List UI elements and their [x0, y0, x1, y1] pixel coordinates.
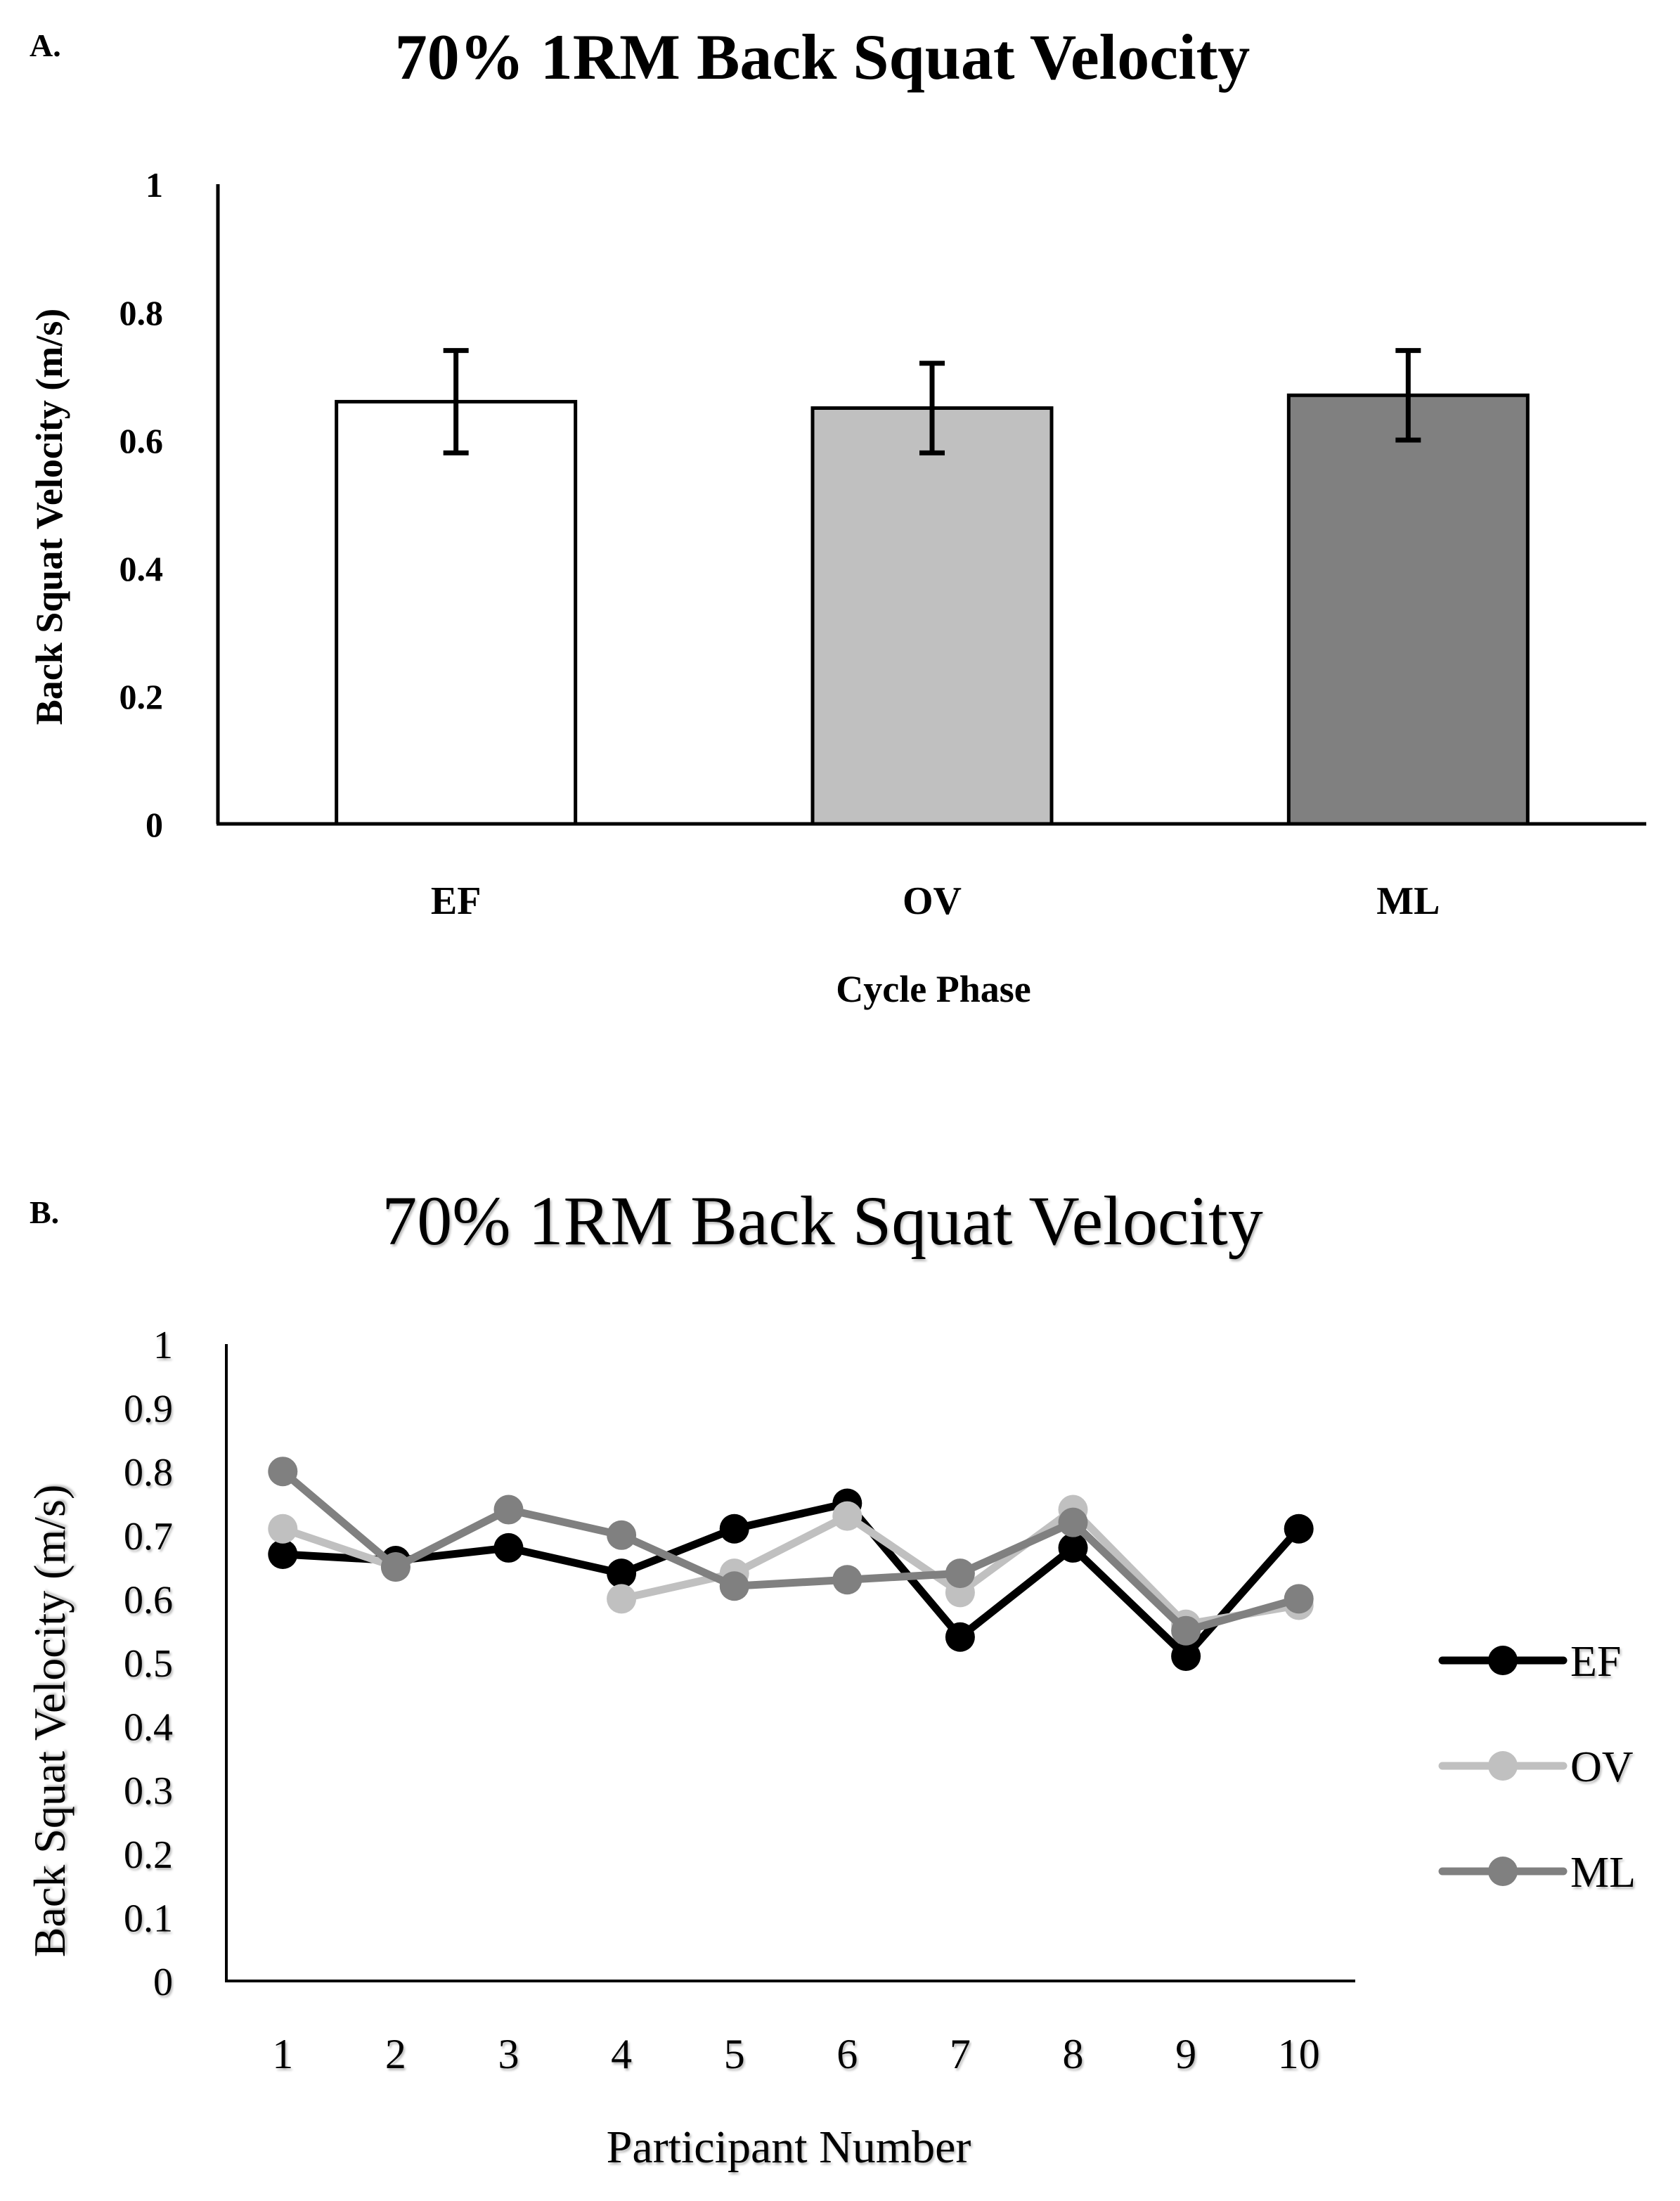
panel-b-y-axis-label: Back Squat Velocity (m/s) [25, 1485, 75, 1958]
panel-b-x-tick-label: 10 [1278, 2031, 1320, 2077]
panel-b-x-tick-label: 4 [611, 2031, 632, 2077]
point-ef [1171, 1641, 1201, 1671]
legend-marker-ef [1488, 1646, 1518, 1675]
panel-b-series [268, 1457, 1314, 1671]
bar-ml [1286, 393, 1530, 826]
bar-ov [810, 406, 1054, 826]
panel-a-y-tick-label: 1 [146, 165, 163, 205]
panel-b-y-tick-label: 0.1 [124, 1897, 173, 1940]
point-ef [719, 1513, 749, 1544]
point-ml [832, 1565, 862, 1595]
panel-a: A. 70% 1RM Back Squat Velocity Back Squa… [28, 21, 1646, 1010]
panel-a-error-bars [443, 348, 1421, 456]
point-ef [607, 1558, 637, 1589]
panel-b-y-tick-label: 0.8 [124, 1451, 173, 1495]
panel-b-y-tick-label: 1 [153, 1324, 173, 1367]
panel-a-y-tick-label: 0.6 [119, 421, 164, 460]
x-tick-label-ml: ML [1376, 879, 1440, 923]
line-ef [278, 1499, 1303, 1660]
panel-b-legend: EF OV ML [1438, 1638, 1636, 1897]
panel-b-y-tick-label: 0.3 [124, 1769, 173, 1813]
panel-b-x-tick-label: 8 [1063, 2031, 1084, 2077]
legend-marker-ov [1488, 1751, 1518, 1781]
panel-b-x-ticks: 1 2 3 4 5 6 7 8 9 10 [272, 2031, 1319, 2077]
panel-b-y-tick-label: 0.4 [124, 1706, 173, 1750]
legend-label-ov: OV [1570, 1743, 1634, 1791]
point-ov [268, 1513, 298, 1544]
point-ef [268, 1539, 298, 1569]
panel-b-x-axis-label: Participant Number [607, 2122, 971, 2173]
x-tick-label-ef: EF [431, 879, 482, 923]
panel-a-title: 70% 1RM Back Squat Velocity [395, 21, 1251, 93]
legend-marker-ml [1488, 1857, 1518, 1886]
panel-b-y-tick-label: 0.2 [124, 1833, 173, 1877]
bar-ef [335, 399, 578, 826]
panel-b-y-tick-label: 0.9 [124, 1388, 173, 1431]
panel-a-label: A. [30, 27, 61, 63]
point-ml [268, 1457, 298, 1487]
point-ml [945, 1558, 975, 1589]
panel-a-y-tick-label: 0.2 [119, 677, 164, 716]
point-ef [493, 1532, 524, 1563]
panel-b-x-tick-label: 3 [498, 2031, 519, 2077]
panel-b-title: 70% 1RM Back Squat Velocity [382, 1182, 1263, 1260]
point-ml [607, 1520, 637, 1550]
panel-b-y-tick-label: 0.6 [124, 1578, 173, 1622]
panel-a-y-tick-label: 0 [146, 805, 163, 844]
legend-label-ml: ML [1570, 1849, 1636, 1897]
point-ef [945, 1622, 975, 1652]
panel-b-x-tick-label: 1 [272, 2031, 293, 2077]
panel-a-y-ticks: 0 0.2 0.4 0.6 0.8 1 [119, 165, 164, 844]
panel-b-y-ticks: 0 0.1 0.2 0.3 0.4 0.5 0.6 0.7 0.8 0.9 1 [124, 1324, 173, 2004]
point-ml [1171, 1615, 1201, 1646]
panel-b-x-tick-label: 9 [1175, 2031, 1196, 2077]
series-ef [268, 1488, 1314, 1671]
panel-b-x-tick-label: 6 [836, 2031, 858, 2077]
line-ml [278, 1467, 1303, 1635]
point-ef [1058, 1532, 1088, 1563]
line-ov [278, 1506, 1303, 1629]
point-ml [719, 1571, 749, 1601]
panel-b: B. 70% 1RM Back Squat Velocity Back Squa… [25, 1182, 1636, 2173]
panel-b-y-tick-label: 0.7 [124, 1515, 173, 1558]
point-ov [607, 1584, 637, 1614]
panel-a-x-ticks: EF OV ML [431, 879, 1440, 923]
x-tick-label-ov: OV [903, 879, 962, 923]
point-ml [1058, 1507, 1088, 1537]
point-ml [1284, 1584, 1314, 1614]
panel-b-y-tick-label: 0 [153, 1961, 173, 2004]
panel-a-bars [335, 393, 1530, 826]
series-ml [268, 1457, 1314, 1646]
panel-b-label: B. [30, 1194, 59, 1230]
panel-b-x-tick-label: 5 [724, 2031, 745, 2077]
panel-a-x-axis-label: Cycle Phase [836, 968, 1030, 1010]
panel-b-x-tick-label: 7 [950, 2031, 971, 2077]
panel-b-x-tick-label: 2 [385, 2031, 406, 2077]
point-ml [493, 1495, 524, 1525]
point-ml [380, 1552, 411, 1582]
panel-a-y-tick-label: 0.8 [119, 293, 164, 333]
panel-b-y-tick-label: 0.5 [124, 1642, 173, 1686]
point-ef [1284, 1513, 1314, 1544]
legend-label-ef: EF [1570, 1638, 1621, 1686]
point-ov [832, 1501, 862, 1531]
panel-a-y-axis-label: Back Squat Velocity (m/s) [28, 309, 70, 725]
panel-a-y-tick-label: 0.4 [119, 549, 164, 588]
